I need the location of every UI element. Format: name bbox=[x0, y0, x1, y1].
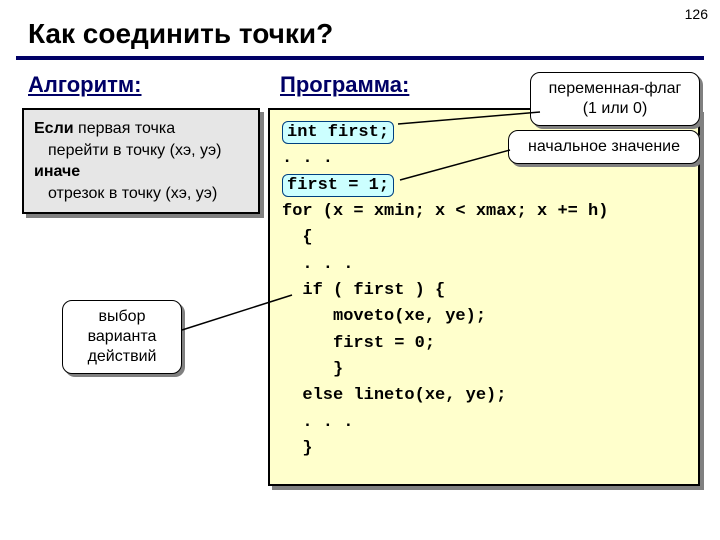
code-highlight-decl: int first; bbox=[282, 121, 394, 144]
code-line: } bbox=[282, 439, 313, 458]
algo-line-else: иначе bbox=[34, 161, 248, 183]
code-line: { bbox=[282, 228, 313, 247]
callout-flag: переменная-флаг (1 или 0) bbox=[530, 72, 700, 126]
callout-choice: выбор варианта действий bbox=[62, 300, 182, 374]
algo-kw-if: Если bbox=[34, 120, 74, 137]
code-line: first = 0; bbox=[282, 334, 435, 353]
code-line: else lineto(xe, ye); bbox=[282, 386, 506, 405]
algorithm-box: Если первая точка перейти в точку (xэ, y… bbox=[22, 108, 260, 214]
algo-line-then: перейти в точку (xэ, yэ) bbox=[48, 140, 248, 162]
subheading-program: Программа: bbox=[280, 72, 409, 98]
code-highlight-init: first = 1; bbox=[282, 174, 394, 197]
content-area: Алгоритм: Программа: int first; . . . fi… bbox=[0, 60, 720, 530]
code-line: . . . bbox=[282, 413, 353, 432]
algo-line-elsebody: отрезок в точку (xэ, yэ) bbox=[48, 183, 248, 205]
slide-title: Как соединить точки? bbox=[0, 0, 720, 56]
algo-line-if: Если первая точка bbox=[34, 118, 248, 140]
callout-init: начальное значение bbox=[508, 130, 700, 164]
algo-kw-else: иначе bbox=[34, 163, 80, 180]
code-line: . . . bbox=[282, 149, 333, 168]
algo-cond: первая точка bbox=[74, 120, 176, 137]
page-number: 126 bbox=[685, 6, 708, 22]
code-line: for (x = xmin; x < xmax; x += h) bbox=[282, 202, 608, 221]
code-block: int first; . . . first = 1; for (x = xmi… bbox=[268, 108, 700, 486]
code-line: moveto(xe, ye); bbox=[282, 307, 486, 326]
subheading-algorithm: Алгоритм: bbox=[28, 72, 142, 98]
code-line: . . . bbox=[282, 255, 353, 274]
code-line: } bbox=[282, 360, 343, 379]
code-line: if ( first ) { bbox=[282, 281, 445, 300]
